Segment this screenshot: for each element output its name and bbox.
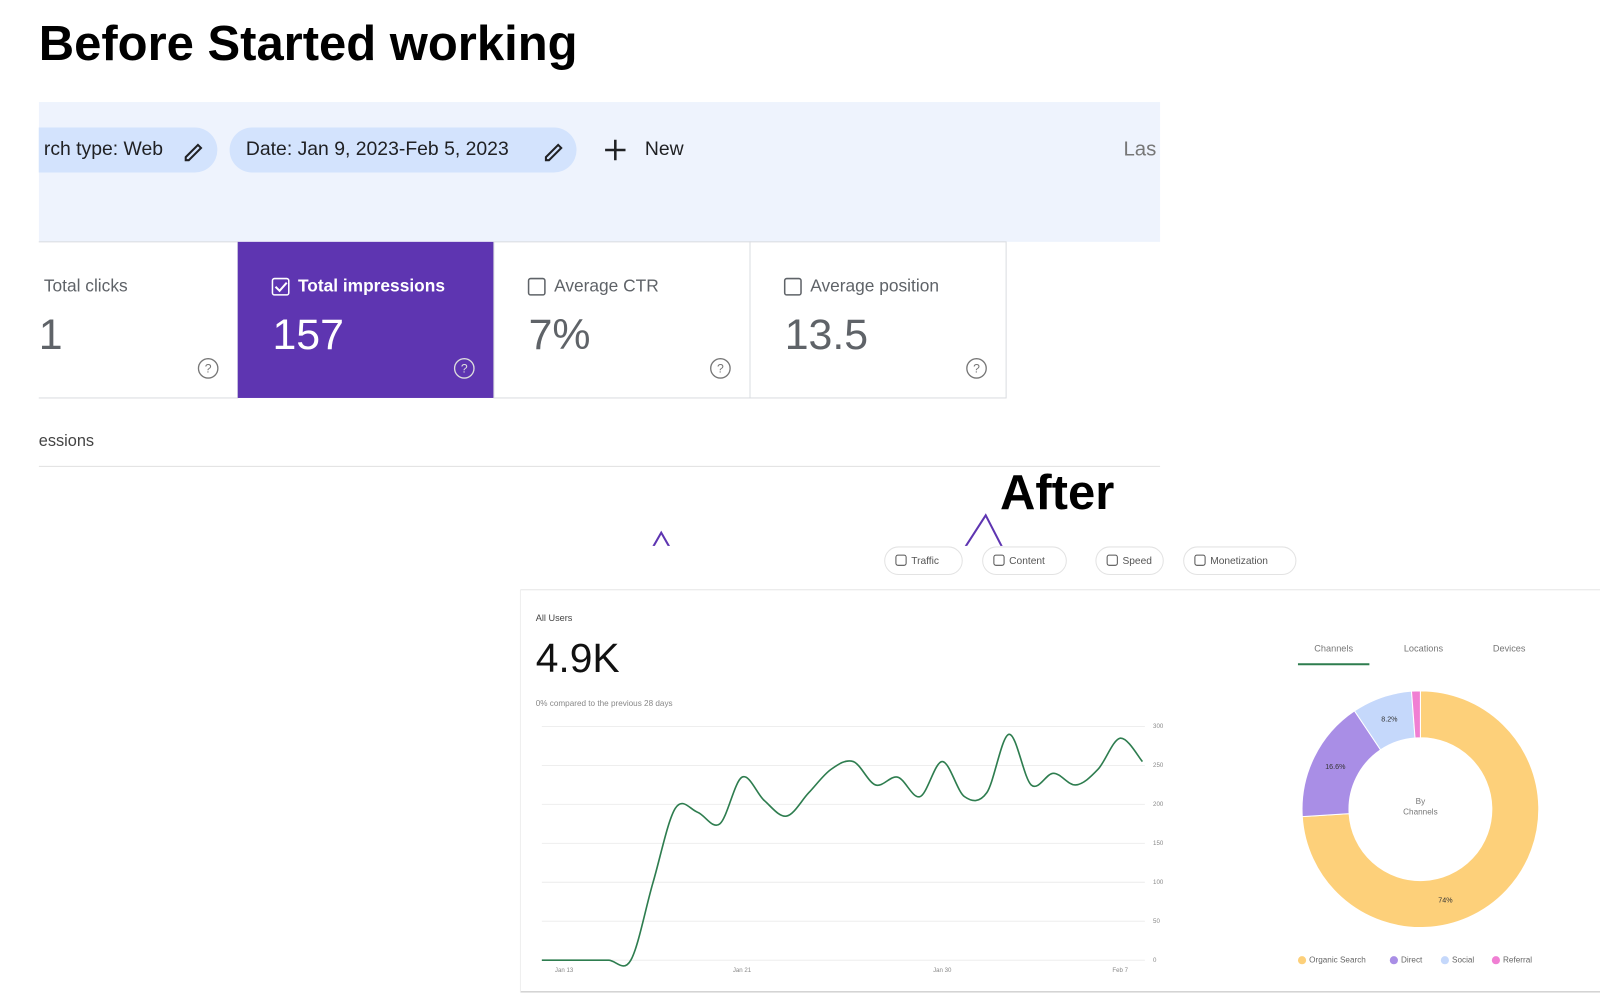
help-icon-glyph: ? [717,362,724,376]
slice-label: 8.2% [1381,715,1398,723]
nav-tab-label: Traffic [911,556,939,567]
metric-label: Average position [810,275,939,295]
nav-tab[interactable] [1183,546,1297,576]
help-icon[interactable] [710,358,731,379]
legend-swatch [1440,956,1449,965]
nav-tab-label: Content [1009,556,1045,567]
y-tick-label: 300 [1153,723,1164,730]
y-tick-label: 250 [1153,762,1164,769]
metric-card[interactable] [0,241,239,399]
data-line [541,733,1144,967]
users-value: 4.9K [536,635,620,681]
chart-tab: essions [39,432,94,450]
donut-slice [1301,690,1540,929]
tab-icon [1106,554,1118,566]
y-tick-label: 100 [1153,879,1164,886]
donut-slice [1410,690,1421,739]
nav-tab[interactable] [1095,546,1164,576]
y-tick-label: 200 [1153,801,1164,808]
legend-label: Direct [1401,955,1423,964]
help-icon-glyph: ? [205,362,212,376]
chart-fragment [964,513,1003,548]
metric-label: Total impressions [298,275,445,295]
help-icon-glyph: ? [973,362,980,376]
donut-tab[interactable]: Devices [1493,643,1526,653]
donut-center: By Channels [1403,796,1438,817]
donut-tab[interactable]: Locations [1404,643,1444,653]
new-button[interactable]: New [645,138,685,160]
tab-icon [1194,554,1206,566]
nav-tab[interactable] [884,546,963,576]
legend-swatch [1297,956,1307,965]
edit-icon[interactable] [544,143,563,162]
filter-chip[interactable] [229,127,577,173]
metric-label: Total clicks [44,275,128,295]
legend-swatch [1389,956,1398,965]
comparison-text: 0% compared to the previous 28 days [536,699,673,708]
tab-icon [895,554,907,566]
filter-chip-label: rch type: Web [44,138,163,160]
legend-swatch [1491,956,1500,965]
donut-center-label: By Channels [1403,796,1438,817]
x-tick-label: Jan 30 [933,967,952,974]
truncated-text: Las [1123,138,1156,160]
users-label: All Users [536,613,573,623]
slice-label: 74% [1438,897,1453,905]
checkbox[interactable] [271,277,290,296]
nav-tab-label: Monetization [1210,556,1268,567]
filter-chip[interactable] [0,127,218,173]
y-tick-label: 50 [1153,918,1160,925]
nav-tab[interactable] [982,546,1067,576]
tab-icon [993,554,1005,566]
help-icon-glyph: ? [461,362,468,376]
before-panel: rch type: Web Date: Jan 9, 2023-Feb 5, 2… [0,102,1161,467]
slice-label: 16.6% [1325,763,1346,771]
checkbox[interactable] [527,277,546,296]
x-tick-label: Feb 7 [1112,967,1128,974]
nav-tab-label: Speed [1122,556,1152,567]
x-tick-label: Jan 21 [733,967,752,974]
metric-card[interactable] [749,241,1007,399]
help-icon[interactable] [197,358,219,379]
after-title: After [1000,466,1114,520]
metric-card[interactable] [493,241,751,399]
legend-label: Referral [1503,955,1532,964]
filter-bar [38,102,1161,242]
metric-value: 1 [39,311,63,359]
page-title: Before Started working [39,17,578,71]
y-tick-label: 150 [1153,840,1164,847]
donut-tab[interactable]: Channels [1314,643,1353,653]
check-mark [274,281,288,293]
help-icon[interactable] [966,358,987,379]
checkbox[interactable] [783,277,802,296]
metric-value: 157 [272,311,343,359]
chart-fragment [652,530,671,548]
filter-chip-label: Date: Jan 9, 2023-Feb 5, 2023 [246,138,509,160]
edit-icon[interactable] [184,143,203,162]
metric-label: Average CTR [554,275,659,295]
metric-value: 13.5 [785,311,868,359]
legend-label: Social [1452,955,1474,964]
x-tick-label: Jan 13 [555,967,574,974]
metric-value: 7% [529,311,591,359]
help-icon[interactable] [453,358,475,379]
metric-card[interactable] [237,241,494,398]
y-tick-label: 0 [1153,957,1157,964]
metric-cards: Total clicks 1? Total impressions 157? Avera… [0,241,1007,399]
add-icon[interactable] [605,139,626,161]
legend-label: Organic Search [1309,955,1366,964]
